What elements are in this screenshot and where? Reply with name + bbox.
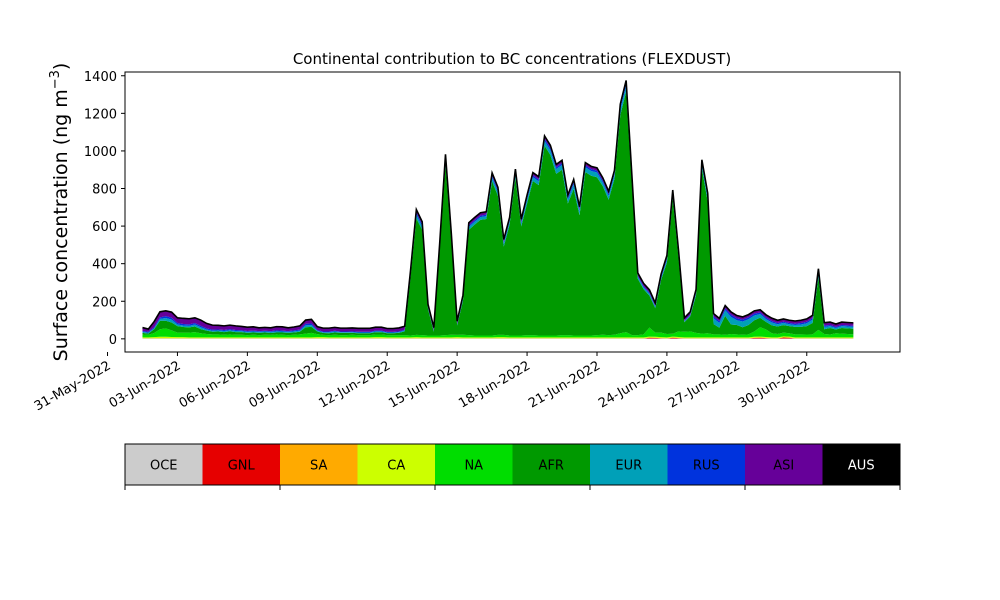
legend-swatch-ca: [357, 444, 436, 485]
y-axis-label-main: Surface concentration (ng m: [50, 89, 72, 361]
legend-label-aus: AUS: [848, 459, 875, 474]
area-sa: [142, 337, 854, 339]
legend-label-sa: SA: [310, 459, 327, 474]
y-tick-label: 600: [92, 220, 117, 235]
y-axis: 0 200 400 600 800 1000 1200 1400: [84, 70, 125, 348]
legend-label-na: NA: [464, 459, 483, 474]
y-axis-label-close: ): [50, 63, 72, 70]
legend-label-afr: AFR: [539, 459, 564, 474]
legend-swatch-afr: [512, 444, 591, 485]
legend-swatch-rus: [667, 444, 746, 485]
y-tick-label: 1400: [84, 70, 117, 85]
area-afr: [142, 91, 854, 336]
y-tick-label: 200: [92, 295, 117, 310]
total-line: [142, 80, 854, 330]
y-tick-label: 800: [92, 183, 117, 198]
plot-frame: [124, 71, 901, 353]
area-ca: [142, 336, 854, 339]
area-na: [142, 327, 854, 338]
legend-label-oce: OCE: [150, 459, 178, 474]
legend-label-asi: ASI: [773, 459, 794, 474]
legend-swatch-gnl: [202, 444, 281, 485]
colorbar-legend: OCE GNL SA CA NA AFR EUR RUS ASI AUS: [124, 443, 901, 490]
chart-title: Continental contribution to BC concentra…: [293, 50, 731, 68]
legend-label-rus: RUS: [693, 459, 720, 474]
legend-swatch-eur: [590, 444, 668, 485]
legend-swatch-na: [435, 444, 513, 485]
area-gnl: [142, 337, 854, 339]
y-tick-label: 0: [109, 333, 117, 348]
y-axis-label-exponent: −3: [48, 70, 63, 89]
legend-swatch-aus: [822, 444, 901, 485]
y-tick-label: 1200: [84, 107, 117, 122]
y-axis-label: Surface concentration (ng m−3): [48, 63, 72, 362]
y-tick-label: 1000: [84, 145, 117, 160]
legend-label-eur: EUR: [615, 459, 642, 474]
legend-frame: [124, 443, 901, 486]
legend-label-ca: CA: [387, 459, 405, 474]
y-tick-label: 400: [92, 258, 117, 273]
plot-area: [142, 80, 854, 339]
legend-swatch-oce: [125, 444, 203, 485]
legend-label-gnl: GNL: [228, 459, 256, 474]
legend-swatch-sa: [280, 444, 358, 485]
legend-swatch-asi: [745, 444, 823, 485]
